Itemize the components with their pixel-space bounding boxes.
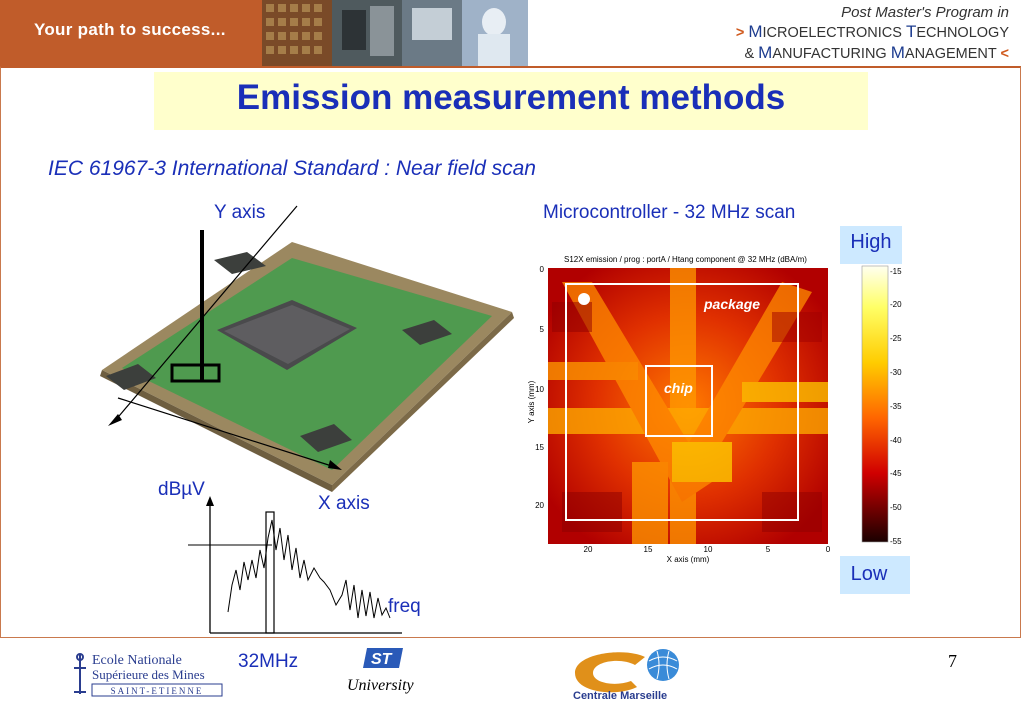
low-label: Low xyxy=(850,563,888,585)
st-university-logo: ST University xyxy=(345,646,425,698)
colorbar-tick: -55 xyxy=(890,537,902,546)
colorbar-tick: -50 xyxy=(890,503,902,512)
slide-frame xyxy=(0,66,1021,638)
page-number: 7 xyxy=(948,651,957,671)
emse-line-3: SAINT-ETIENNE xyxy=(111,686,204,696)
program-line-1: Post Master's Program in xyxy=(841,4,1009,21)
title-background xyxy=(154,72,868,130)
spectrum-sketch xyxy=(180,490,425,640)
program-line-2: > MICROELECTRONICS TECHNOLOGY xyxy=(735,22,1009,41)
package-label: package xyxy=(703,296,760,312)
colorbar-tick: -20 xyxy=(890,300,902,309)
x-axis-label: X axis xyxy=(318,493,370,514)
emse-line-2: Supérieure des Mines xyxy=(92,667,205,682)
colorbar-tick: -25 xyxy=(890,334,902,343)
emse-logo: Ecole Nationale Supérieure des Mines SAI… xyxy=(70,648,230,700)
heatmap-ytick: 10 xyxy=(535,385,544,394)
high-label-background xyxy=(840,226,902,264)
chip-label: chip xyxy=(664,380,693,396)
spectrum-unit-label: dBµV xyxy=(158,479,205,500)
heatmap-xtick: 10 xyxy=(704,545,713,554)
spectrum-marker-label: 32MHz xyxy=(238,651,299,672)
centrale-marseille-logo: Centrale Marseille xyxy=(565,643,695,703)
emission-heatmap: S12X emission / prog : portA / Htang com… xyxy=(522,252,842,572)
header-banner xyxy=(0,0,262,66)
colorbar-tick: -30 xyxy=(890,368,902,377)
heatmap-caption: S12X emission / prog : portA / Htang com… xyxy=(564,255,807,264)
heatmap-ytick: 0 xyxy=(540,265,545,274)
heatmap-xtick: 20 xyxy=(584,545,593,554)
svg-text:ST: ST xyxy=(371,651,393,668)
heatmap-ytick: 20 xyxy=(535,501,544,510)
emse-line-1: Ecole Nationale xyxy=(92,653,182,668)
colorbar-tick: -45 xyxy=(890,469,902,478)
centrale-marseille-label: Centrale Marseille xyxy=(573,690,667,702)
heatmap-ytick: 5 xyxy=(540,325,545,334)
slide-subtitle: IEC 61967-3 International Standard : Nea… xyxy=(48,157,536,180)
heatmap-xtick: 0 xyxy=(826,545,831,554)
spectrum-freq-label: freq xyxy=(388,596,421,617)
slide-title: Emission measurement methods xyxy=(236,78,786,117)
header-photo-strip xyxy=(262,0,528,66)
low-label-background xyxy=(840,556,910,594)
y-axis-label: Y axis xyxy=(214,202,266,223)
high-label: High xyxy=(850,231,892,253)
heatmap-xtick: 15 xyxy=(644,545,653,554)
st-university-label: University xyxy=(347,677,415,694)
colorbar: -15 -20 -25 -30 -35 -40 -45 -50 -55 xyxy=(856,262,916,552)
heatmap-xtick: 5 xyxy=(766,545,771,554)
heatmap-ylabel: Y axis (mm) xyxy=(527,380,536,423)
colorbar-tick: -40 xyxy=(890,436,902,445)
program-line-3: & MANUFACTURING MANAGEMENT < xyxy=(744,43,1009,62)
program-banner: Post Master's Program in > MICROELECTRON… xyxy=(528,0,1023,66)
colorbar-tick: -35 xyxy=(890,402,902,411)
heatmap-ytick: 15 xyxy=(535,443,544,452)
heatmap-xlabel: X axis (mm) xyxy=(667,555,710,564)
colorbar-tick: -15 xyxy=(890,267,902,276)
header-tagline: Your path to success... xyxy=(34,20,226,39)
scan-title: Microcontroller - 32 MHz scan xyxy=(543,202,796,223)
near-field-scan-board-illustration xyxy=(42,200,517,500)
